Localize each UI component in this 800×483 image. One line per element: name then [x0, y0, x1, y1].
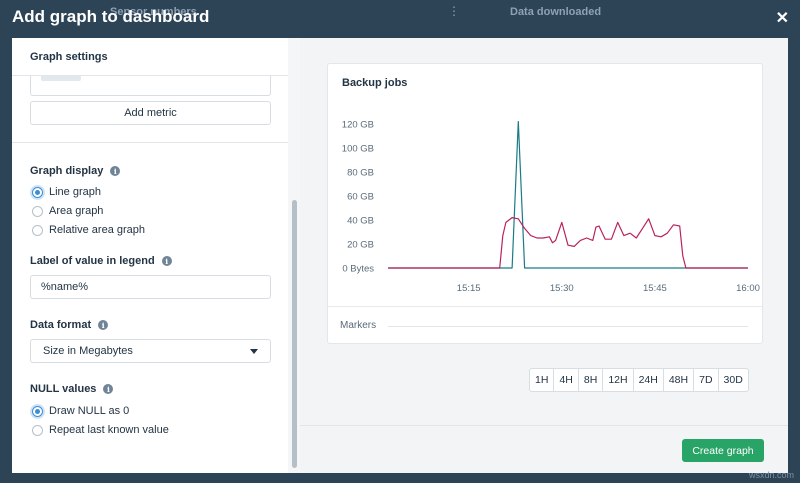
x-tick-label: 15:30 [550, 283, 574, 294]
null-values-text: NULL values [30, 383, 97, 395]
range-button-1h[interactable]: 1H [530, 369, 555, 391]
backdrop-widget-title: Data downloaded [510, 6, 602, 18]
info-icon[interactable]: i [98, 320, 109, 330]
settings-header: Graph settings [12, 38, 288, 76]
radio-button-checked[interactable] [32, 186, 43, 198]
radio-button[interactable] [32, 424, 43, 436]
divider [300, 425, 788, 426]
legend-label-text: Label of value in legend [30, 255, 155, 267]
series-line-1 [388, 217, 748, 269]
modal-title: Add graph to dashboard [12, 7, 210, 26]
time-range-selector: 1H 4H 8H 12H 24H 48H 7D 30D [529, 368, 749, 392]
series-line-0 [388, 121, 748, 269]
backdrop-menu-icon: ⋮ [448, 4, 460, 18]
y-tick-label: 80 GB [347, 168, 374, 179]
y-tick-label: 120 GB [342, 120, 374, 131]
range-button-8h[interactable]: 8H [579, 369, 604, 391]
radio-area-graph[interactable]: Area graph [32, 205, 103, 217]
chart-card: Backup jobs 0 Bytes 20 GB 40 GB 60 GB 80 GB 1… [327, 63, 763, 344]
metric-row[interactable] [30, 76, 271, 96]
radio-button[interactable] [32, 205, 43, 217]
info-icon[interactable]: i [110, 166, 121, 176]
info-icon[interactable]: i [161, 256, 172, 266]
radio-button[interactable] [32, 224, 43, 236]
backdrop-widget-title: Sensor numbers [110, 6, 197, 18]
graph-settings-panel: Graph settings Add metric Graph display … [12, 38, 288, 473]
graph-display-text: Graph display [30, 165, 104, 177]
markers-label: Markers [340, 320, 377, 331]
radio-label: Draw NULL as 0 [49, 405, 130, 417]
info-icon[interactable]: i [103, 384, 114, 394]
null-values-label: NULL values i [30, 383, 114, 395]
watermark: wsxdn.com [748, 470, 794, 480]
data-format-label: Data format i [30, 319, 109, 331]
data-format-text: Data format [30, 319, 92, 331]
chart-title: Backup jobs [342, 77, 408, 89]
y-tick-label: 0 Bytes [342, 264, 374, 275]
range-button-7d[interactable]: 7D [694, 369, 719, 391]
graph-display-label: Graph display i [30, 165, 121, 177]
x-tick-label: 15:15 [457, 283, 481, 294]
x-tick-label: 15:45 [643, 283, 667, 294]
data-format-select[interactable]: Size in Megabytes [30, 339, 271, 363]
radio-draw-null-zero[interactable]: Draw NULL as 0 [32, 405, 129, 417]
divider [12, 142, 288, 143]
radio-label: Repeat last known value [49, 424, 169, 436]
legend-label-input[interactable]: %name% [30, 275, 271, 299]
radio-relative-area-graph[interactable]: Relative area graph [32, 224, 145, 236]
radio-repeat-last-value[interactable]: Repeat last known value [32, 424, 169, 436]
close-icon[interactable]: ✕ [775, 10, 789, 27]
y-tick-label: 40 GB [347, 216, 374, 227]
y-tick-label: 60 GB [347, 192, 374, 203]
y-tick-label: 100 GB [342, 144, 374, 155]
add-metric-button[interactable]: Add metric [30, 101, 271, 125]
markers-track [388, 326, 748, 327]
range-button-4h[interactable]: 4H [554, 369, 579, 391]
metric-chip [41, 76, 81, 81]
chevron-down-icon [250, 348, 258, 354]
range-button-12h[interactable]: 12H [603, 369, 634, 391]
line-chart: 0 Bytes 20 GB 40 GB 60 GB 80 GB 100 GB 120 GB 1… [342, 120, 760, 295]
settings-title: Graph settings [30, 51, 108, 63]
radio-label: Relative area graph [49, 224, 146, 236]
legend-label-label: Label of value in legend i [30, 255, 172, 267]
radio-label: Area graph [49, 205, 104, 217]
range-button-30d[interactable]: 30D [723, 374, 743, 386]
y-tick-label: 20 GB [347, 240, 374, 251]
radio-line-graph[interactable]: Line graph [32, 186, 101, 198]
data-format-value: Size in Megabytes [43, 345, 133, 357]
range-button-24h[interactable]: 24H [634, 369, 664, 391]
radio-button-checked[interactable] [32, 405, 43, 417]
radio-label: Line graph [49, 186, 101, 198]
divider [328, 306, 762, 307]
scrollbar-thumb[interactable] [292, 200, 297, 468]
create-graph-button[interactable]: Create graph [682, 439, 764, 462]
x-tick-label: 16:00 [736, 283, 760, 294]
range-button-48h[interactable]: 48H [664, 369, 695, 391]
